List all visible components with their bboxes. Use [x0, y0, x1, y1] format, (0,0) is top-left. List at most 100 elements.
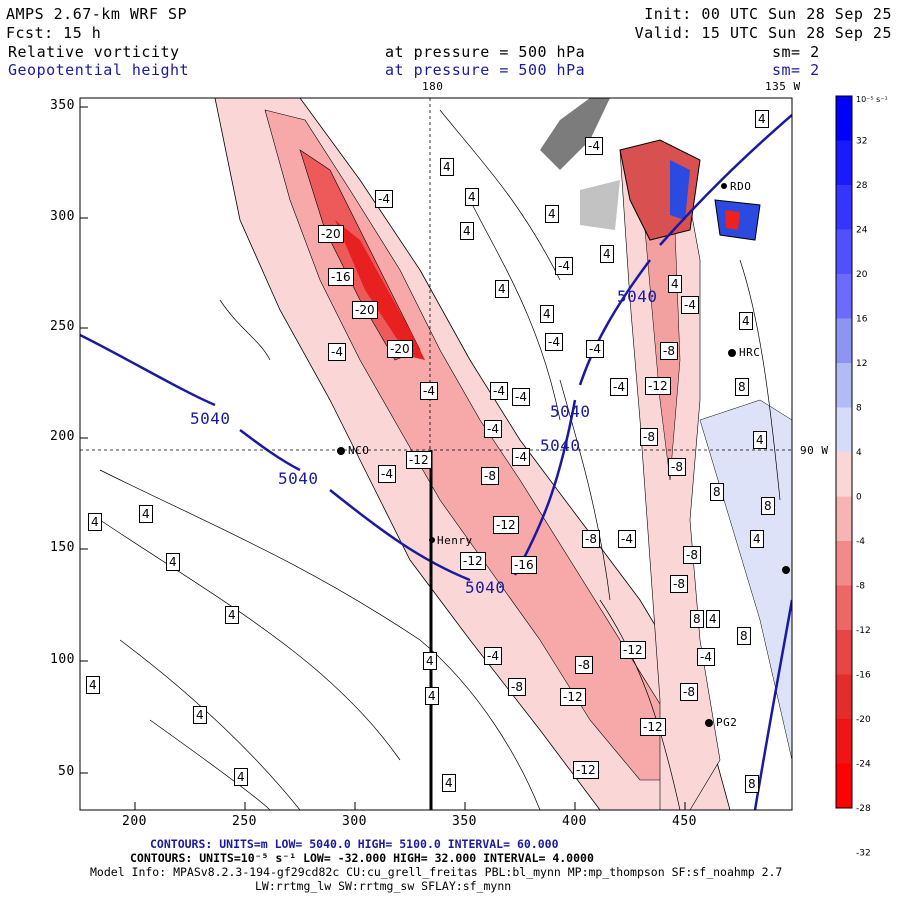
vorticity-contour-label: -16	[328, 268, 354, 286]
colorbar-bin	[836, 719, 852, 764]
colorbar-tick-label: 28	[856, 181, 868, 191]
vorticity-contour-label: -8	[660, 342, 678, 360]
colorbar-tick-label: 12	[856, 359, 867, 369]
vorticity-contour-label: -4	[585, 137, 603, 155]
vorticity-contour-label: 4	[545, 205, 559, 223]
height-contour-east	[513, 114, 792, 576]
vorticity-contour-label: 4	[668, 275, 682, 293]
colorbar-tick-label: -24	[856, 760, 871, 770]
colorbar-tick-label: -12	[856, 626, 871, 636]
height-label: 5040	[540, 436, 581, 455]
vorticity-contour-label: -4	[378, 465, 396, 483]
height-contour-far-east	[753, 599, 792, 810]
model-info: Model Info: MPASv8.2.3-194-gf29cd82c CU:…	[90, 865, 783, 879]
vorticity-contour-label: -4	[586, 340, 604, 358]
lon-label-180: 180	[422, 80, 444, 93]
field2-level: at pressure = 500 hPa	[385, 61, 586, 79]
vorticity-contour-label: 4	[193, 706, 207, 724]
colorbar-tick-label: -28	[856, 804, 871, 814]
vorticity-contour-label: 8	[710, 483, 724, 501]
vorticity-contour-label: 4	[442, 774, 456, 792]
colorbar-bin	[836, 229, 852, 274]
vorticity-contour-label: -8	[508, 678, 526, 696]
y-tick-300: 300	[50, 209, 75, 224]
vorticity-contour-label: 4	[234, 768, 248, 786]
x-tick-300: 300	[342, 814, 367, 829]
field1-name: Relative vorticity	[8, 43, 180, 61]
station-label-pg2: PG2	[716, 716, 738, 729]
station-label-hrc: HRC	[739, 346, 761, 359]
vorticity-contour-info: CONTOURS: UNITS=10⁻⁵ s⁻¹ LOW= -32.000 HI…	[130, 851, 594, 865]
colorbar-tick-label: -4	[856, 537, 865, 547]
y-tick-150: 150	[50, 540, 75, 555]
vorticity-contour-label: 4	[425, 687, 439, 705]
vorticity-contour-label: -4	[610, 378, 628, 396]
vorticity-contour-label: -8	[683, 546, 701, 564]
height-contour-west	[80, 333, 301, 472]
vorticity-contour-label: 4	[540, 305, 554, 323]
axis-ticks	[80, 106, 686, 810]
vorticity-contour-label: 4	[465, 188, 479, 206]
vorticity-contour-label: -20	[352, 301, 378, 319]
vorticity-contour-label: 4	[88, 513, 102, 531]
y-tick-350: 350	[50, 98, 75, 113]
vorticity-contour-label: 8	[761, 497, 775, 515]
vorticity-contour-label: -16	[511, 556, 537, 574]
vorticity-contour-label: 8	[690, 610, 704, 628]
field1-level: at pressure = 500 hPa	[385, 43, 586, 61]
vorticity-contour-label: -8	[670, 575, 688, 593]
vorticity-contour-label: -12	[645, 377, 671, 395]
vorticity-contour-label: 4	[739, 312, 753, 330]
station-label-henry: Henry	[437, 534, 473, 547]
colorbar-tick-label: 16	[856, 315, 868, 325]
colorbar-bin	[836, 630, 852, 675]
vorticity-contour-label: 4	[495, 280, 509, 298]
vorticity-contour-label: -4	[545, 333, 563, 351]
x-tick-250: 250	[232, 814, 257, 829]
height-contour-south	[329, 489, 471, 582]
vorticity-contours	[99, 109, 781, 810]
colorbar-bin	[836, 318, 852, 363]
field2-name: Geopotential height	[8, 61, 190, 79]
vorticity-contour-label: -8	[481, 467, 499, 485]
vorticity-contour-label: -12	[493, 516, 519, 534]
vorticity-contour-label: -12	[620, 641, 646, 659]
height-label: 5040	[465, 578, 506, 597]
colorbar-bin	[836, 185, 852, 230]
vorticity-contour-label: -4	[618, 530, 636, 548]
vorticity-contour-label: -4	[512, 388, 530, 406]
colorbar-bin	[836, 407, 852, 452]
field2-smoothing: sm= 2	[772, 61, 820, 79]
y-tick-100: 100	[50, 652, 75, 667]
lon-label-135w: 135 W	[765, 80, 801, 93]
vorticity-contour-label: 4	[460, 222, 474, 240]
vorticity-contour-label: 4	[86, 676, 100, 694]
colorbar-frame	[835, 95, 853, 809]
vorticity-contour-label: 8	[735, 378, 749, 396]
y-tick-200: 200	[50, 429, 75, 444]
colorbar-bin	[836, 496, 852, 541]
colorbar-tick-label: 24	[856, 226, 868, 236]
station-markers	[337, 183, 790, 727]
colorbar-tick-label: 0	[856, 493, 862, 503]
field1-smoothing: sm= 2	[772, 43, 820, 61]
vorticity-contour-label: -4	[555, 257, 573, 275]
vorticity-contour-label: -20	[387, 340, 413, 358]
convective-cells	[540, 98, 761, 241]
colorbar-bin	[836, 541, 852, 586]
vorticity-contour-label: -4	[681, 296, 699, 314]
vorticity-contour-label: 4	[139, 505, 153, 523]
vorticity-contour-label: -4	[328, 343, 346, 361]
vorticity-contour-label: 4	[166, 553, 180, 571]
vorticity-contour-label: -8	[582, 530, 600, 548]
colorbar-tick-label: -16	[856, 671, 871, 681]
colorbar-bin	[836, 96, 852, 141]
colorbar-bin	[836, 363, 852, 408]
vorticity-contour-label: -4	[697, 648, 715, 666]
height-label: 5040	[550, 402, 591, 421]
vorticity-contour-label: -4	[420, 382, 438, 400]
colorbar-tick-label: 20	[856, 270, 868, 280]
x-tick-450: 450	[672, 814, 697, 829]
vorticity-contour-label: -20	[318, 225, 344, 243]
